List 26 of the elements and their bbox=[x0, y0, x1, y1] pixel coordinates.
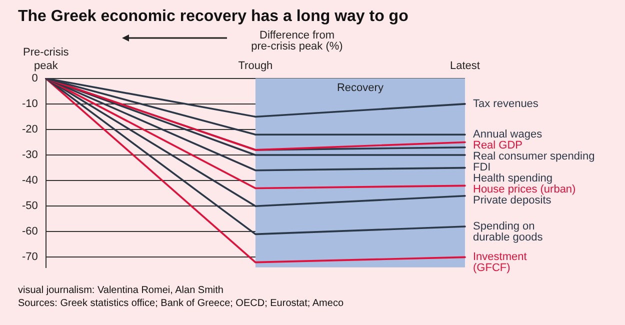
series-label: FDI bbox=[473, 162, 491, 174]
series-label: Tax revenues bbox=[473, 98, 539, 110]
y-tick-label: -70 bbox=[22, 251, 38, 264]
series-label: Health spending bbox=[473, 172, 553, 185]
series-label: House prices (urban) bbox=[473, 184, 576, 196]
text: visual journalism: Valentina Romei, Alan Smith bbox=[18, 284, 224, 297]
chart-title: The Greek economic recovery has a long way to go bbox=[18, 8, 408, 26]
x-tick-label: Latest bbox=[450, 60, 480, 72]
y-tick-label: -60 bbox=[22, 226, 38, 238]
band-label: Recovery bbox=[336, 82, 384, 94]
y-axis-title: Difference from pre-crisis peak (%) bbox=[251, 30, 343, 53]
y-tick-label: -30 bbox=[22, 149, 38, 162]
series-label: Investment (GFCF) bbox=[473, 251, 527, 274]
x-tick-label: Trough bbox=[238, 60, 273, 72]
series-label: Spending on durable goods bbox=[473, 220, 544, 244]
y-tick-label: -20 bbox=[22, 124, 38, 136]
series-label: Annual wages bbox=[473, 128, 543, 141]
source-note: Sources: Greek statistics office; Bank of Greece; OECD; Eurostat; Ameco bbox=[18, 297, 344, 310]
series-label: Real consumer spending bbox=[473, 150, 595, 163]
x-tick-label: Pre-crisis peak bbox=[22, 46, 70, 72]
y-tick-label: -40 bbox=[22, 174, 38, 187]
series-label: Private deposits bbox=[473, 194, 552, 207]
y-tick-label: -50 bbox=[22, 200, 38, 212]
y-tick-label: -10 bbox=[22, 98, 38, 110]
y-tick-label: 0 bbox=[32, 72, 38, 84]
series-label: Real GDP bbox=[473, 140, 523, 152]
